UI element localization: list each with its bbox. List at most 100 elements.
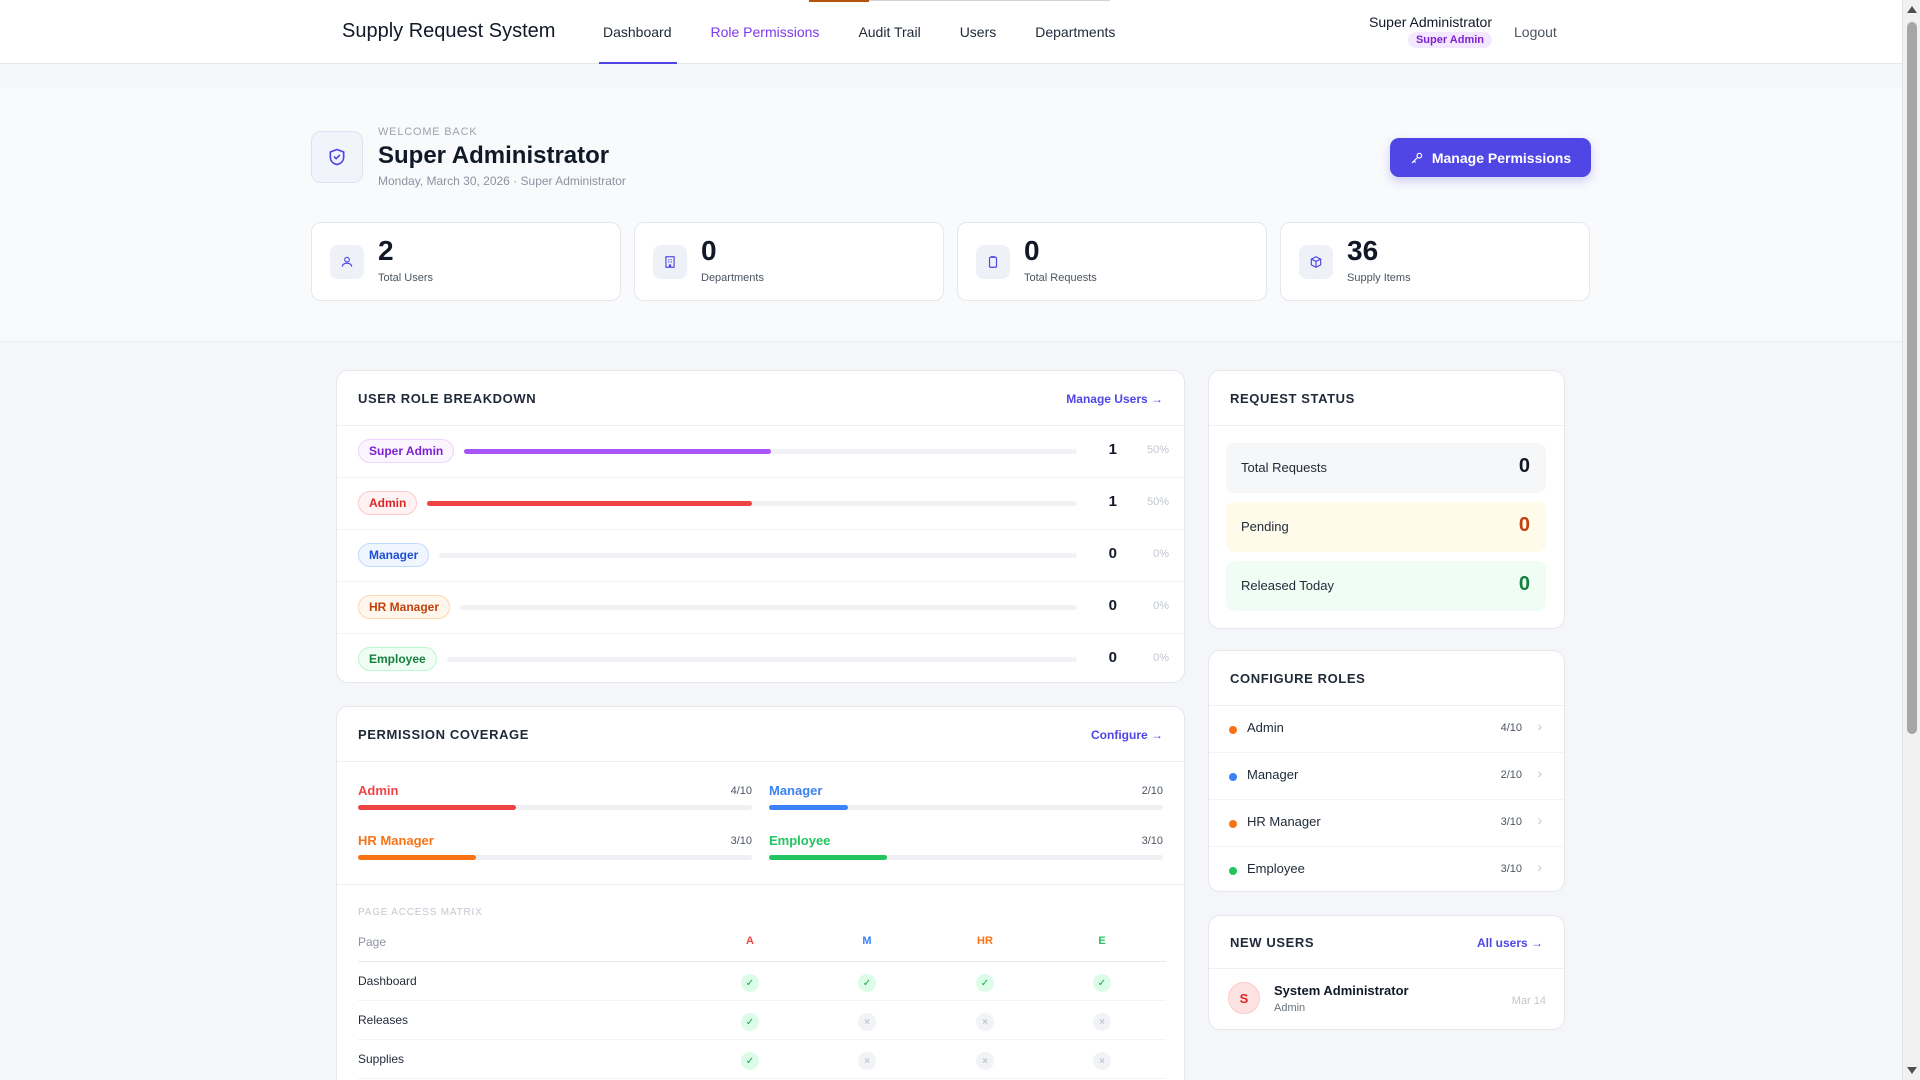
box-icon <box>1299 245 1333 279</box>
chevron-right-icon: › <box>1537 765 1542 781</box>
new-users-card: NEW USERS All users → S System Administr… <box>1208 915 1565 1030</box>
stat-label: Total Requests <box>1024 272 1097 284</box>
role-color-dot <box>1229 820 1237 828</box>
card-title: CONFIGURE ROLES <box>1230 671 1366 686</box>
matrix-row: Dashboard ✓ ✓ ✓ ✓ <box>358 962 1166 1001</box>
matrix-col-header: M <box>862 935 872 947</box>
card-divider <box>1209 705 1564 706</box>
stat-card-supply-items: 36 Supply Items <box>1280 222 1590 301</box>
coverage-hr-manager: HR Manager 3/10 <box>358 833 752 873</box>
key-icon <box>1411 152 1423 163</box>
chevron-right-icon: › <box>1537 812 1542 828</box>
role-pill: Manager <box>358 543 430 567</box>
avatar: S <box>1228 982 1260 1014</box>
nav-audit-trail[interactable]: Audit Trail <box>858 24 921 40</box>
role-permission-count: 2/10 <box>1500 769 1522 781</box>
status-label: Total Requests <box>1241 460 1327 475</box>
top-loading-indicator <box>809 0 869 2</box>
card-title: PERMISSION COVERAGE <box>358 727 530 742</box>
role-count: 0 <box>1108 649 1117 666</box>
new-user-name[interactable]: System Administrator <box>1274 983 1409 998</box>
coverage-count: 3/10 <box>730 835 752 847</box>
page-title: Super Administrator <box>378 142 610 169</box>
coverage-manager: Manager 2/10 <box>769 783 1163 823</box>
role-percent: 50% <box>1146 496 1169 508</box>
top-navbar: Supply Request System Dashboard Role Per… <box>0 0 1902 64</box>
stat-card-requests: 0 Total Requests <box>957 222 1267 301</box>
manage-permissions-button[interactable]: Manage Permissions <box>1390 138 1591 177</box>
nav-dashboard[interactable]: Dashboard <box>592 0 684 64</box>
nav-users[interactable]: Users <box>959 24 997 40</box>
brand-title[interactable]: Supply Request System <box>342 20 556 42</box>
coverage-bar-fill <box>769 855 888 860</box>
coverage-bar-track <box>358 855 752 860</box>
user-role-badge: Super Admin <box>1407 32 1492 48</box>
matrix-page-name: Supplies <box>358 1052 405 1066</box>
role-pill: Admin <box>358 491 418 515</box>
role-bar-track <box>427 501 1077 506</box>
check-icon: ✓ <box>1093 974 1111 992</box>
cross-icon: × <box>858 1013 876 1031</box>
logout-link[interactable]: Logout <box>1514 24 1557 40</box>
user-role-breakdown-card: USER ROLE BREAKDOWN Manage Users → Super… <box>336 370 1185 683</box>
coverage-count: 4/10 <box>730 785 752 797</box>
all-users-link[interactable]: All users → <box>1476 936 1543 950</box>
stat-label: Total Users <box>378 272 434 284</box>
new-user-role: Admin <box>1274 1002 1306 1014</box>
role-color-dot <box>1229 867 1237 875</box>
scroll-down-arrow-icon[interactable] <box>1907 1067 1917 1074</box>
welcome-label: WELCOME BACK <box>378 126 478 138</box>
configure-role-manager[interactable]: Manager 2/10 › <box>1209 753 1564 800</box>
card-divider <box>1209 968 1564 969</box>
status-label: Pending <box>1241 519 1289 534</box>
role-count: 0 <box>1108 597 1117 614</box>
configure-role-hr-manager[interactable]: HR Manager 3/10 › <box>1209 800 1564 847</box>
role-permission-count: 3/10 <box>1500 816 1522 828</box>
coverage-role-name: HR Manager <box>358 833 434 848</box>
top-loading-track <box>809 0 1110 1</box>
role-permission-count: 4/10 <box>1500 722 1522 734</box>
role-percent: 50% <box>1146 444 1169 456</box>
manage-users-link[interactable]: Manage Users → <box>1066 392 1163 406</box>
stat-label: Departments <box>701 272 764 284</box>
role-percent: 0% <box>1153 548 1169 560</box>
stat-value: 0 <box>701 235 717 266</box>
scroll-thumb[interactable] <box>1907 22 1917 734</box>
role-pill: Super Admin <box>358 439 455 463</box>
matrix-header-row: Page A M HR E <box>358 923 1166 962</box>
user-info: Super Administrator Super Admin <box>1369 14 1492 48</box>
new-user-date: Mar 14 <box>1511 995 1546 1007</box>
role-row: Admin 1 50% <box>337 478 1184 530</box>
configure-role-admin[interactable]: Admin 4/10 › <box>1209 706 1564 753</box>
status-value: 0 <box>1518 455 1530 477</box>
stat-card-users: 2 Total Users <box>311 222 621 301</box>
matrix-title: PAGE ACCESS MATRIX <box>358 907 483 918</box>
coverage-role-name: Admin <box>358 783 399 798</box>
nav-departments[interactable]: Departments <box>1035 24 1116 40</box>
role-permission-count: 3/10 <box>1500 863 1522 875</box>
role-color-dot <box>1229 726 1237 734</box>
role-percent: 0% <box>1153 652 1169 664</box>
matrix-header-page: Page <box>358 935 387 949</box>
role-count: 1 <box>1108 441 1117 458</box>
role-row: Super Admin 1 50% <box>337 426 1184 478</box>
role-name: Admin <box>1247 720 1284 735</box>
shield-icon <box>311 131 363 183</box>
configure-link[interactable]: Configure → <box>1091 728 1163 742</box>
stat-label: Supply Items <box>1347 272 1411 284</box>
role-pill: HR Manager <box>358 595 451 619</box>
page-scrollbar[interactable] <box>1902 0 1920 1080</box>
role-row: HR Manager 0 0% <box>337 582 1184 634</box>
configure-roles-card: CONFIGURE ROLES Admin 4/10 › Manager 2/1… <box>1208 650 1565 892</box>
matrix-col-header: A <box>746 935 754 947</box>
status-pending: Pending 0 <box>1226 502 1546 552</box>
role-bar-track <box>447 657 1077 662</box>
scroll-up-arrow-icon[interactable] <box>1907 6 1917 13</box>
role-pill: Employee <box>358 647 437 671</box>
coverage-bar-fill <box>769 805 848 810</box>
configure-role-employee[interactable]: Employee 3/10 › <box>1209 847 1564 894</box>
coverage-bar-track <box>769 805 1163 810</box>
role-name: Employee <box>1247 861 1305 876</box>
nav-role-permissions[interactable]: Role Permissions <box>710 24 820 40</box>
role-bar-track <box>464 449 1077 454</box>
